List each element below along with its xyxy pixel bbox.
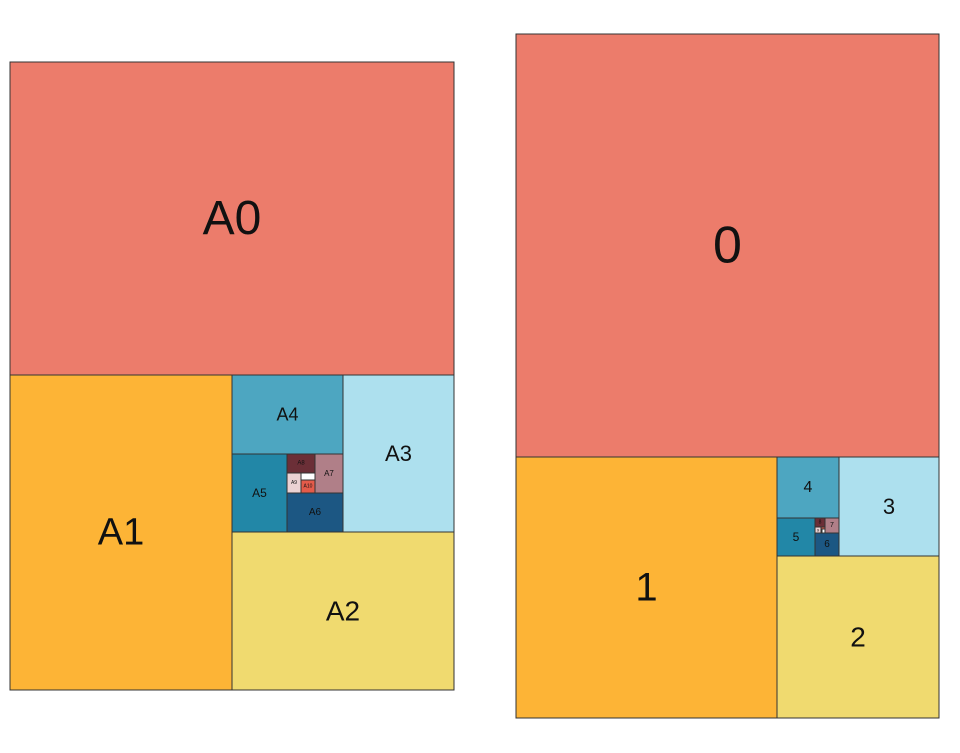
right-label-8: 8 <box>819 520 822 526</box>
left-label-3: A3 <box>385 441 412 466</box>
left-label-2: A2 <box>326 596 360 627</box>
right-label-6: 6 <box>824 539 830 550</box>
left-cell-6 <box>286 492 344 533</box>
right-panel-numbered: 0 1 2 3 4 5 6 7 8 9 <box>515 33 940 719</box>
left-cell-4 <box>231 374 344 455</box>
right-label-7: 7 <box>830 522 834 529</box>
right-label-3: 3 <box>883 494 895 519</box>
left-label-5: A5 <box>252 486 267 500</box>
left-label-6: A6 <box>309 507 322 518</box>
left-label-9: A9 <box>291 480 297 486</box>
left-cell-11 <box>300 472 316 481</box>
right-label-5: 5 <box>793 530 800 544</box>
left-cell-1 <box>9 374 233 691</box>
right-cell-0 <box>515 33 940 458</box>
right-cell-2 <box>776 555 940 719</box>
right-label-0: 0 <box>713 217 742 275</box>
left-label-8: A8 <box>297 461 305 467</box>
right-label-1: 1 <box>635 566 657 610</box>
left-cell-3 <box>342 374 455 533</box>
right-label-4: 4 <box>804 479 813 496</box>
left-label-4: A4 <box>276 405 298 425</box>
left-label-0: A0 <box>203 192 262 245</box>
right-cell-3 <box>838 456 940 557</box>
left-outline <box>9 61 455 691</box>
left-cell-0 <box>9 61 455 376</box>
left-label-1: A1 <box>98 512 144 554</box>
right-label-9: 9 <box>817 528 820 533</box>
left-cell-5 <box>231 453 288 533</box>
right-outline <box>515 33 940 719</box>
left-label-7: A7 <box>324 469 334 478</box>
right-label-2: 2 <box>850 622 866 653</box>
right-cell-1 <box>515 456 778 719</box>
right-cell-11 <box>821 528 826 534</box>
right-cell-4 <box>776 456 840 519</box>
left-panel-a-series: A0 A1 A2 A3 A4 A5 A6 A7 A8 A9 A10 <box>9 61 455 691</box>
left-label-10: A10 <box>304 484 313 490</box>
